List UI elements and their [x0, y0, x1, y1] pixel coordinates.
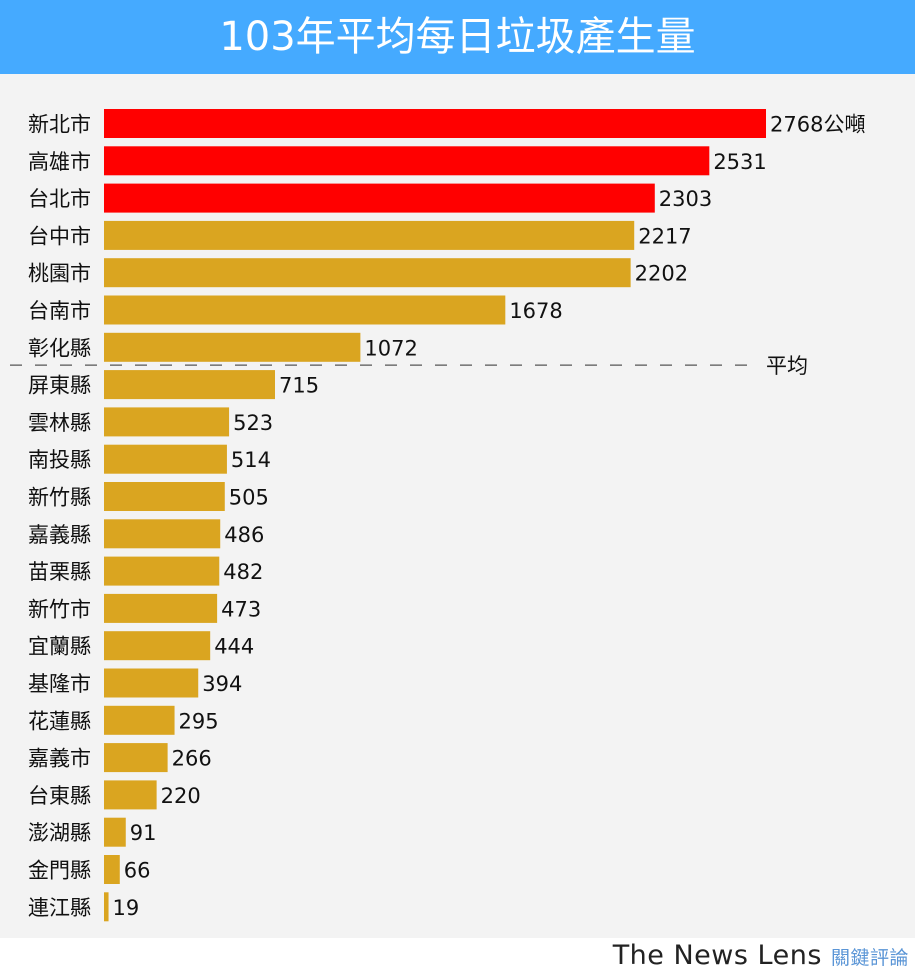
bar	[104, 705, 175, 735]
category-label: 金門縣	[28, 859, 91, 883]
category-label: 雲林縣	[28, 411, 91, 435]
category-label: 嘉義縣	[28, 523, 91, 547]
category-label: 台中市	[28, 224, 91, 248]
value-label: 2202	[635, 262, 688, 286]
category-label: 新竹縣	[28, 486, 91, 510]
category-label: 台東縣	[28, 784, 91, 808]
value-label: 220	[161, 784, 201, 808]
value-label: 715	[279, 374, 319, 398]
value-label: 444	[214, 635, 254, 659]
value-label: 1072	[364, 336, 417, 360]
bar	[104, 593, 218, 623]
plot-area: 新北市 2768公噸高雄市 2531 台北市 2303 台中市 2217 桃園市 2202 台南市…	[0, 74, 915, 938]
value-label: 66	[124, 859, 151, 883]
value-label: 1678	[509, 299, 562, 323]
category-label: 屏東縣	[28, 374, 91, 398]
bar	[104, 444, 227, 474]
category-label: 新竹市	[28, 597, 91, 621]
bar	[104, 183, 655, 213]
value-label: 2768公噸	[770, 113, 865, 137]
bar	[104, 220, 635, 250]
value-label: 505	[229, 486, 269, 510]
bar	[104, 407, 230, 437]
footer-logo: The News Lens 關鍵評論	[613, 940, 909, 971]
value-label: 295	[179, 709, 219, 733]
value-label: 2531	[713, 150, 766, 174]
bar	[104, 519, 221, 549]
value-label: 486	[224, 523, 264, 547]
bar	[104, 631, 211, 661]
value-label: 514	[231, 448, 271, 472]
value-label: 394	[202, 672, 242, 696]
value-label: 91	[130, 821, 157, 845]
category-label: 嘉義市	[28, 747, 91, 771]
value-label: 473	[221, 597, 261, 621]
bar	[104, 109, 766, 138]
bar	[104, 556, 220, 586]
value-label: 482	[223, 560, 263, 584]
bar	[104, 780, 157, 810]
brand-name-zh: 關鍵評論	[830, 947, 909, 969]
category-label: 苗栗縣	[28, 560, 91, 584]
category-label: 台北市	[28, 187, 91, 211]
value-label: 2303	[659, 187, 712, 211]
category-label: 花蓮縣	[28, 709, 91, 733]
bar	[104, 370, 276, 400]
bar	[104, 668, 199, 698]
bar	[104, 743, 168, 773]
category-label: 新北市	[28, 113, 91, 137]
category-label: 連江縣	[28, 896, 91, 920]
category-label: 桃園市	[28, 262, 91, 286]
bar	[104, 258, 631, 288]
bar	[104, 855, 120, 884]
value-label: 266	[172, 747, 212, 771]
bar	[104, 817, 126, 847]
value-label: 523	[233, 411, 273, 435]
bar	[104, 332, 361, 362]
value-label: 19	[113, 896, 140, 920]
brand-name: The News Lens	[612, 940, 822, 971]
category-label: 高雄市	[28, 150, 91, 174]
bar	[104, 146, 710, 176]
average-label: 平均	[766, 354, 808, 378]
bar	[104, 295, 506, 325]
category-label: 宜蘭縣	[28, 635, 91, 659]
category-label: 南投縣	[28, 448, 91, 472]
category-label: 台南市	[28, 299, 91, 323]
chart-title: 103年平均每日垃圾產生量	[0, 0, 915, 74]
bar	[104, 892, 109, 922]
value-label: 2217	[638, 224, 691, 248]
category-label: 彰化縣	[28, 336, 91, 360]
category-label: 基隆市	[28, 672, 91, 696]
bar	[104, 482, 225, 511]
category-label: 澎湖縣	[28, 821, 91, 845]
